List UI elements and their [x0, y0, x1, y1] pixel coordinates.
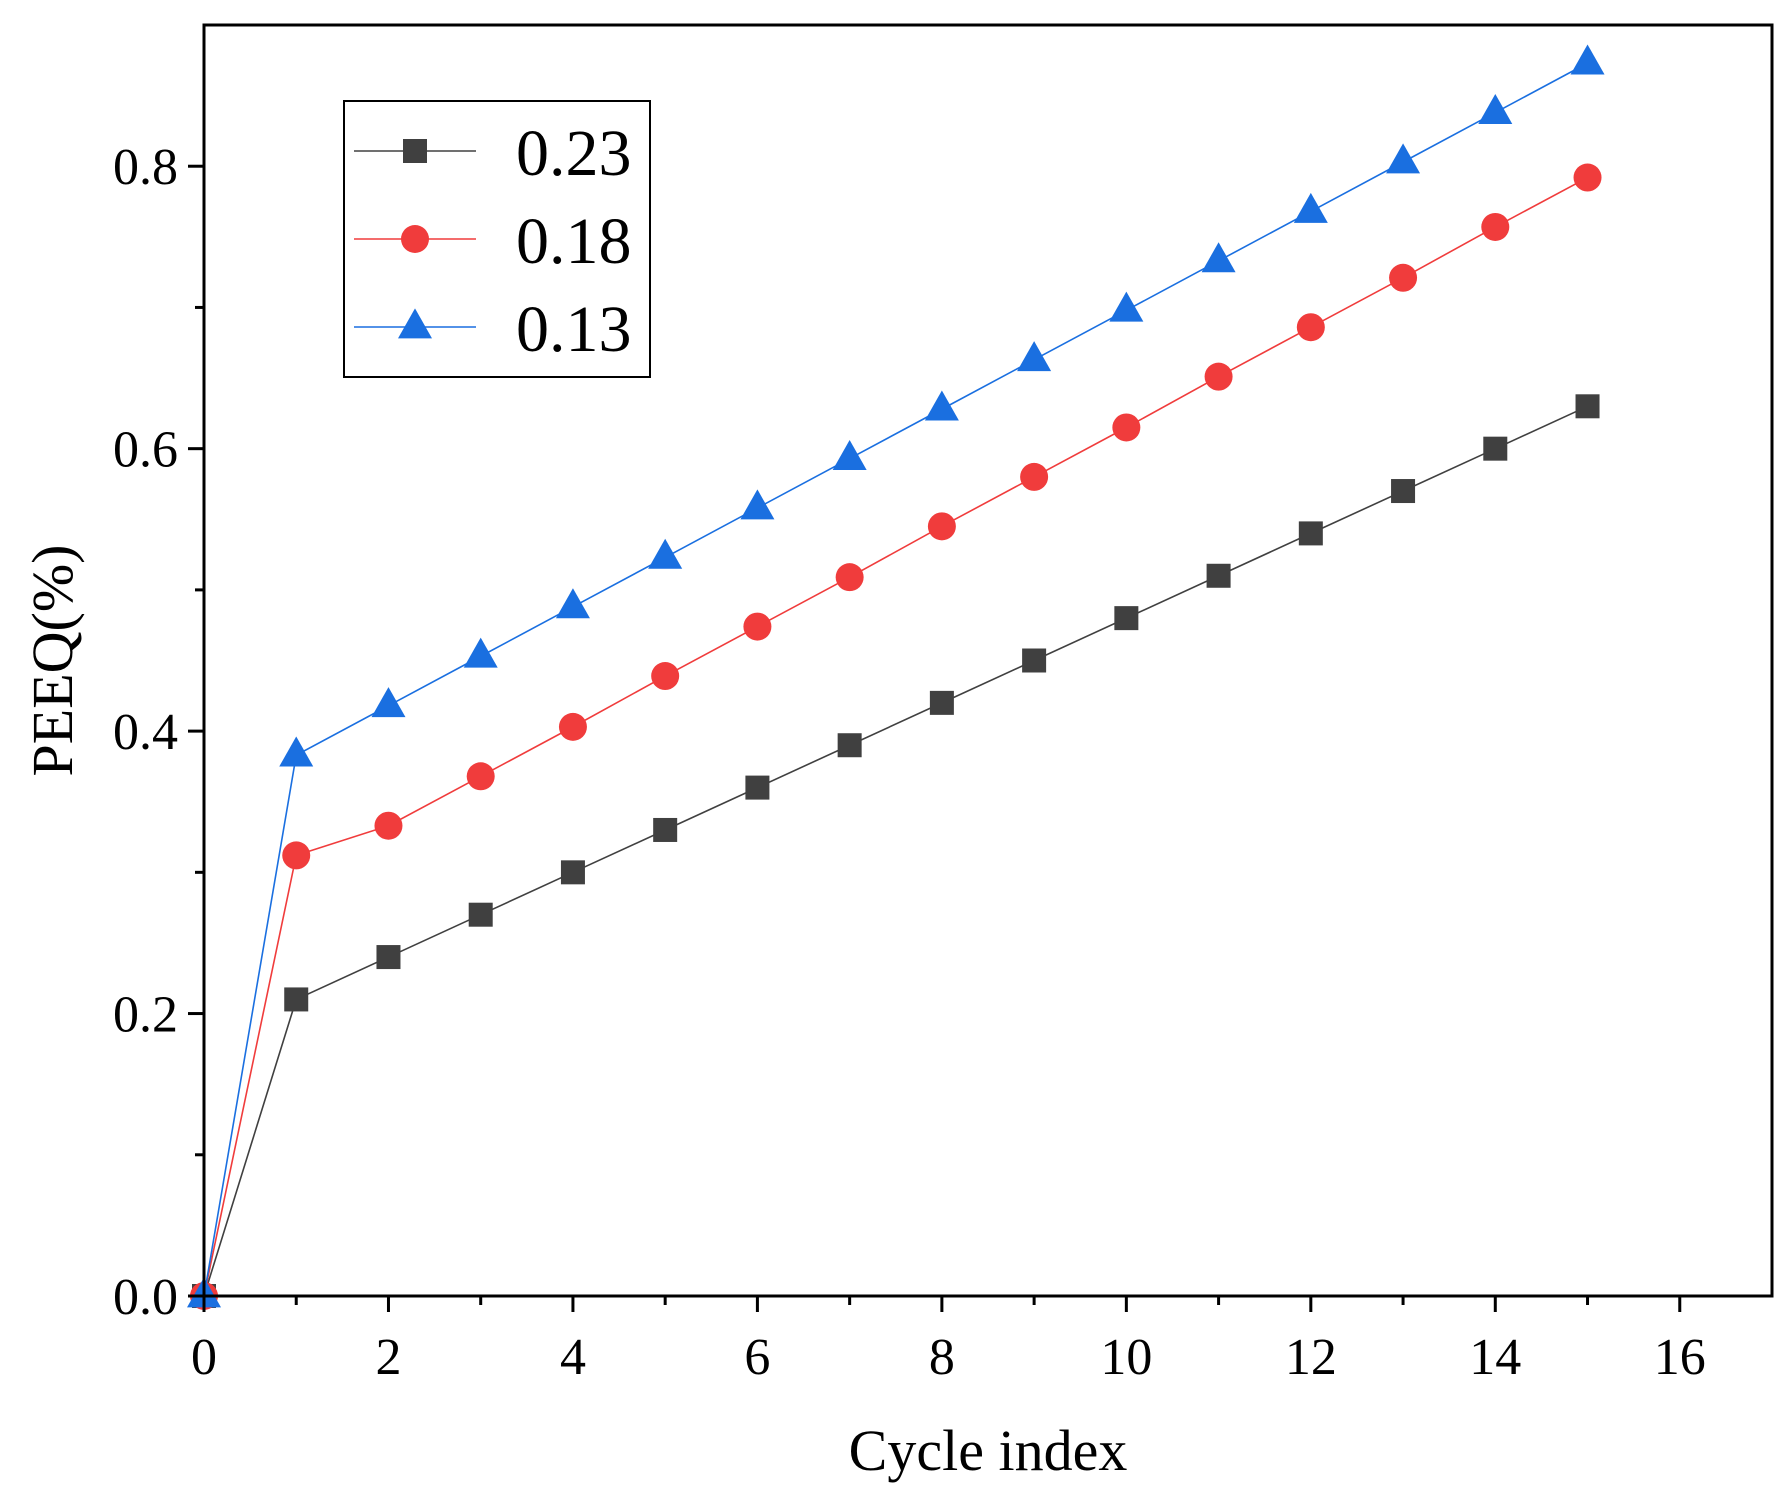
data-point: [1017, 341, 1052, 372]
x-tick-label: 4: [560, 1329, 586, 1386]
data-point: [927, 512, 956, 541]
data-point: [1478, 93, 1513, 124]
x-tick-label: 0: [191, 1329, 217, 1386]
data-point: [1298, 521, 1323, 546]
legend-item-0.18: 0.18: [354, 205, 632, 278]
data-point: [1575, 394, 1600, 419]
data-point: [1109, 291, 1144, 322]
y-tick-label: 0.8: [113, 139, 178, 196]
series-0.23: [192, 394, 1600, 1308]
legend-item-0.23: 0.23: [354, 117, 632, 190]
series-line: [203, 62, 1588, 1297]
x-axis-title: Cycle index: [849, 1418, 1128, 1483]
legend-label: 0.18: [516, 205, 632, 278]
legend-item-0.13: 0.13: [354, 293, 632, 366]
x-tick-label: 16: [1654, 1329, 1706, 1386]
legend-label: 0.23: [516, 117, 632, 190]
data-point: [1206, 563, 1231, 588]
legend-marker: [398, 308, 432, 339]
x-tick-label: 8: [929, 1329, 955, 1386]
data-point: [745, 775, 770, 800]
legend-marker: [403, 139, 427, 163]
x-tick-label: 10: [1100, 1329, 1152, 1386]
data-point: [924, 390, 959, 421]
data-point: [1570, 44, 1605, 75]
data-point: [282, 841, 311, 870]
data-point: [555, 588, 590, 619]
y-tick-label: 0.0: [113, 1269, 178, 1326]
axes-layer: 0 2 4 6 8 10 12 14 16 0.0 0.2 0.4 0.6 0.8: [113, 23, 1774, 1386]
data-point: [1386, 143, 1421, 174]
data-point: [1293, 192, 1328, 223]
y-tick-label: 0.6: [113, 422, 178, 479]
legend: 0.23 0.18 0.13: [343, 100, 651, 378]
data-point: [835, 563, 864, 592]
data-point: [929, 690, 954, 715]
y-tick-label: 0.4: [113, 704, 178, 761]
data-point: [1022, 648, 1047, 673]
data-point: [1204, 362, 1233, 391]
data-point: [560, 860, 585, 885]
series-line: [203, 176, 1588, 1297]
y-tick-label: 0.2: [113, 987, 178, 1044]
series-0.13: [187, 44, 1605, 1308]
data-point: [1483, 436, 1508, 461]
data-point: [1481, 212, 1510, 241]
series-layer: [187, 44, 1605, 1310]
x-tick-label: 6: [744, 1329, 770, 1386]
data-point: [651, 662, 680, 691]
data-point: [376, 945, 401, 970]
data-point: [653, 817, 678, 842]
data-point: [1391, 479, 1416, 504]
data-point: [648, 538, 683, 569]
y-axis-title: PEEQ(%): [20, 545, 85, 777]
x-tick-label: 14: [1469, 1329, 1521, 1386]
data-point: [558, 712, 587, 741]
data-point: [740, 489, 775, 520]
data-point: [1296, 313, 1325, 342]
data-point: [284, 987, 309, 1012]
data-point: [832, 439, 867, 470]
data-point: [468, 902, 493, 927]
series-0.18: [190, 163, 1602, 1310]
data-point: [1389, 263, 1418, 292]
data-point: [1201, 242, 1236, 273]
plot-frame: [202, 23, 1774, 1298]
data-point: [371, 687, 406, 718]
legend-marker: [401, 225, 429, 253]
data-point: [463, 637, 498, 668]
data-point: [1020, 462, 1049, 491]
data-point: [279, 736, 314, 767]
x-tick-label: 12: [1285, 1329, 1337, 1386]
data-point: [837, 733, 862, 758]
data-point: [1114, 606, 1139, 631]
series-line: [203, 405, 1588, 1297]
legend-label: 0.13: [516, 293, 632, 366]
x-tick-label: 2: [375, 1329, 401, 1386]
data-point: [1112, 413, 1141, 442]
data-point: [743, 612, 772, 641]
data-point: [1573, 163, 1602, 192]
data-point: [374, 811, 403, 840]
data-point: [466, 762, 495, 791]
